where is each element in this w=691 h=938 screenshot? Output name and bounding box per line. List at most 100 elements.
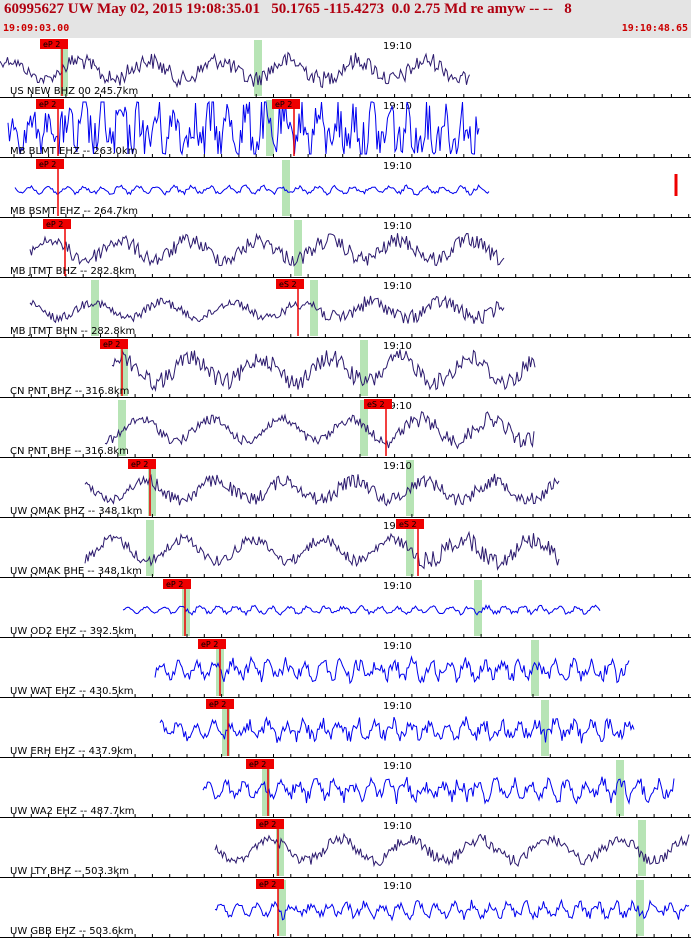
trace-panel[interactable]: 19:10 eP 2 UW OD2 EHZ -- 392.5km — [0, 579, 691, 638]
trace-panel[interactable]: 19:10 eP 2 eP 2 MB BLMT EHZ -- 263.0km — [0, 99, 691, 158]
p-pick-flag[interactable] — [36, 99, 64, 109]
time-tick-label: 19:10 — [383, 821, 412, 832]
p-pick-flag[interactable] — [36, 159, 64, 169]
waveform — [0, 51, 470, 89]
phase-window — [60, 40, 68, 96]
waveform — [159, 716, 635, 744]
p-pick-label: eP 2 — [43, 40, 60, 49]
p-pick-flag[interactable] — [256, 819, 284, 829]
station-label: UW OD2 EHZ -- 392.5km — [10, 626, 134, 637]
s-pick-flag[interactable] — [396, 519, 424, 529]
phase-window — [146, 520, 154, 576]
time-tick-label: 19:10 — [383, 881, 412, 892]
time-tick-label: 19:10 — [383, 581, 412, 592]
p-pick-flag[interactable] — [43, 219, 71, 229]
event-title: 60995627 UW May 02, 2015 19:08:35.01 50.… — [4, 1, 572, 17]
phase-window — [360, 340, 368, 396]
phase-window — [222, 700, 230, 756]
p-pick-flag[interactable] — [100, 339, 128, 349]
trace-panel[interactable]: 19:10 eP 2 UW QMAK BHZ -- 348.1km — [0, 459, 691, 518]
phase-window — [531, 640, 539, 696]
trace-panel[interactable]: 19:10 eP 2 UW WAT EHZ -- 430.5km — [0, 639, 691, 698]
p-pick-flag[interactable] — [206, 699, 234, 709]
station-label: UW WA2 EHZ -- 487.7km — [10, 806, 135, 817]
time-tick-label: 19:10 — [383, 461, 412, 472]
seismogram-panel[interactable]: 19:10 eP 2 US NEW BHZ 00 245.7km 19:10 eP 2 e… — [0, 38, 691, 938]
header-bar: 60995627 UW May 02, 2015 19:08:35.01 50.… — [0, 0, 691, 38]
time-tick-label: 19:10 — [383, 401, 412, 412]
phase-window — [148, 460, 156, 516]
station-label: US NEW BHZ 00 245.7km — [10, 86, 138, 97]
phase-window — [636, 880, 644, 936]
phase-window — [294, 220, 302, 276]
phase-window — [616, 760, 624, 816]
p-pick-label: eP 2 — [166, 580, 183, 589]
time-tick-label: 19:10 — [383, 221, 412, 232]
phase-window — [278, 880, 286, 936]
end-time: 19:10:48.65 — [621, 23, 688, 34]
p-pick-flag[interactable] — [256, 879, 284, 889]
waveform — [14, 184, 490, 196]
phase-window — [254, 40, 262, 96]
waveform — [29, 232, 505, 267]
time-tick-label: 19:10 — [383, 161, 412, 172]
phase-window — [310, 280, 318, 336]
phase-window — [118, 400, 126, 456]
trace-panel[interactable]: 19:10 eP 2 UW ERH EHZ -- 437.9km — [0, 699, 691, 758]
s-pick-flag[interactable] — [272, 99, 300, 109]
station-label: UW QMAK BHZ -- 348.1km — [10, 506, 142, 517]
phase-window — [120, 340, 128, 396]
p-pick-label: eP 2 — [249, 760, 266, 769]
p-pick-flag[interactable] — [163, 579, 191, 589]
s-pick-label: eS 2 — [367, 400, 385, 409]
start-time: 19:09:03.00 — [3, 23, 70, 34]
waveform — [29, 295, 505, 325]
s-pick-flag[interactable] — [364, 399, 392, 409]
p-pick-flag[interactable] — [128, 459, 156, 469]
p-pick-label: eP 2 — [103, 340, 120, 349]
station-label: CN PNT BHZ -- 316.8km — [10, 386, 129, 397]
station-label: UW QMAK BHE -- 348.1km — [10, 566, 142, 577]
time-tick-label: 19:10 — [383, 761, 412, 772]
trace-panel[interactable]: 19:10 eP 2 MB JTMT BHZ -- 282.8km — [0, 219, 691, 278]
trace-panel[interactable]: 19:10 eP 2 UW GBB EHZ -- 503.6km — [0, 879, 691, 938]
station-label: MB JTMT BHN -- 282.8km — [10, 326, 135, 337]
phase-window — [266, 100, 274, 156]
station-label: UW LTY BHZ -- 503.3km — [10, 866, 129, 877]
p-pick-label: eP 2 — [259, 820, 276, 829]
phase-window — [282, 160, 290, 216]
phase-window — [474, 580, 482, 636]
trace-panel[interactable]: 19:10 eP 2 UW LTY BHZ -- 503.3km — [0, 819, 691, 878]
trace-panel[interactable]: 19:10 eP 2 CN PNT BHZ -- 316.8km — [0, 339, 691, 398]
p-pick-label: eP 2 — [259, 880, 276, 889]
p-pick-label: eP 2 — [39, 100, 56, 109]
phase-window — [638, 820, 646, 876]
trace-panel[interactable]: 19:10 eP 2 UW WA2 EHZ -- 487.7km — [0, 759, 691, 818]
waveform — [7, 100, 480, 156]
s-pick-label: eS 2 — [279, 280, 297, 289]
time-tick-label: 19:10 — [383, 341, 412, 352]
s-pick-label: eS 2 — [399, 520, 417, 529]
p-pick-label: eP 2 — [209, 700, 226, 709]
phase-window — [406, 460, 414, 516]
phase-window — [182, 580, 190, 636]
trace-panel[interactable]: 19:10 eP 2 MB BSMT EHZ -- 264.7km — [0, 159, 691, 218]
trace-panel[interactable]: 19:10 eS 2 MB JTMT BHN -- 282.8km — [0, 279, 691, 338]
waveform — [104, 411, 535, 450]
waveform — [122, 604, 601, 617]
s-pick-flag[interactable] — [276, 279, 304, 289]
station-label: MB JTMT BHZ -- 282.8km — [10, 266, 135, 277]
waveform — [84, 473, 560, 507]
p-pick-label: eP 2 — [46, 220, 63, 229]
p-pick-flag[interactable] — [198, 639, 226, 649]
p-pick-label: eP 2 — [131, 460, 148, 469]
p-pick-flag[interactable] — [40, 39, 68, 49]
p-pick-flag[interactable] — [246, 759, 274, 769]
station-label: UW GBB EHZ -- 503.6km — [10, 926, 133, 937]
trace-panel[interactable]: 19:10 eP 2 US NEW BHZ 00 245.7km — [0, 39, 691, 98]
waveform — [214, 832, 690, 868]
time-tick-label: 19:10 — [383, 641, 412, 652]
phase-window — [360, 400, 368, 456]
